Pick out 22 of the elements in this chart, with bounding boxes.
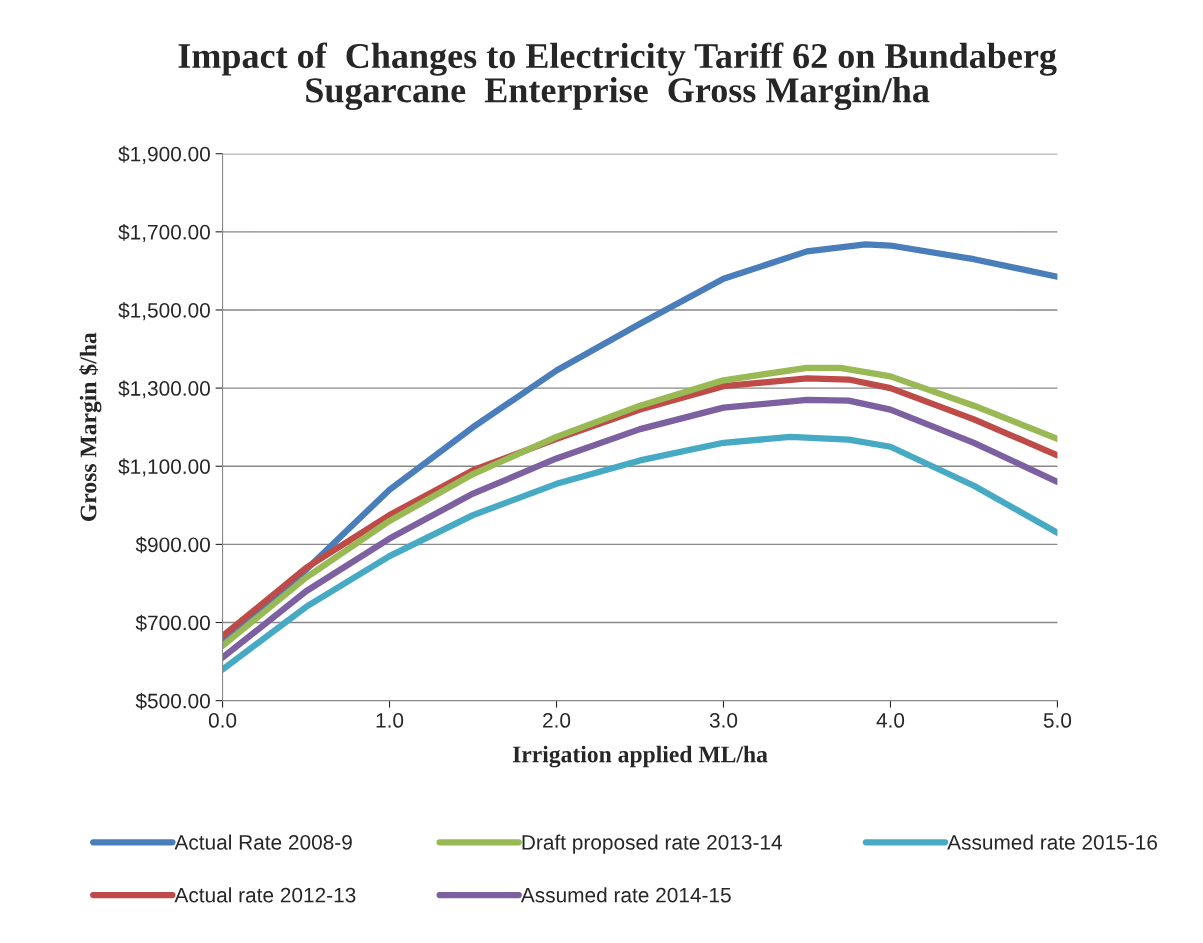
x-tick-label: 4.0 <box>876 713 905 728</box>
y-tick-label: $1,100.00 <box>118 458 210 477</box>
y-tick-label: $700.00 <box>135 614 210 632</box>
y-tick-label: $1,700.00 <box>118 223 210 243</box>
x-tick-label: 1.0 <box>376 713 404 728</box>
chart-title: Impact of Changes to Electricity Tariff 62 on Bundaberg Sugarcane Enterprise Gross Margin/ha <box>178 42 1057 111</box>
y-tick-label: $1,300.00 <box>118 380 210 399</box>
x-axis-title: Irrigation applied ML/ha <box>512 745 768 768</box>
y-axis-title: Gross Margin $/ha <box>79 332 102 521</box>
legend-label: Actual Rate 2008-9 <box>174 834 352 850</box>
y-tick-label: $1,500.00 <box>118 302 210 321</box>
x-tick-label: 0.0 <box>208 713 237 728</box>
y-tick-label: $1,900.00 <box>118 145 210 164</box>
x-tick-label: 5.0 <box>1043 713 1072 728</box>
legend-label: Draft proposed rate 2013-14 <box>522 834 782 854</box>
y-tick-label: $900.00 <box>135 536 210 554</box>
legend-label: Actual rate 2012-13 <box>174 887 356 903</box>
legend-label: Assumed rate 2014-15 <box>520 887 731 903</box>
x-tick-label: 2.0 <box>543 713 571 728</box>
legend-label: Assumed rate 2015-16 <box>947 834 1158 850</box>
x-tick-label: 3.0 <box>709 713 738 728</box>
y-tick-label: $500.00 <box>135 692 210 710</box>
